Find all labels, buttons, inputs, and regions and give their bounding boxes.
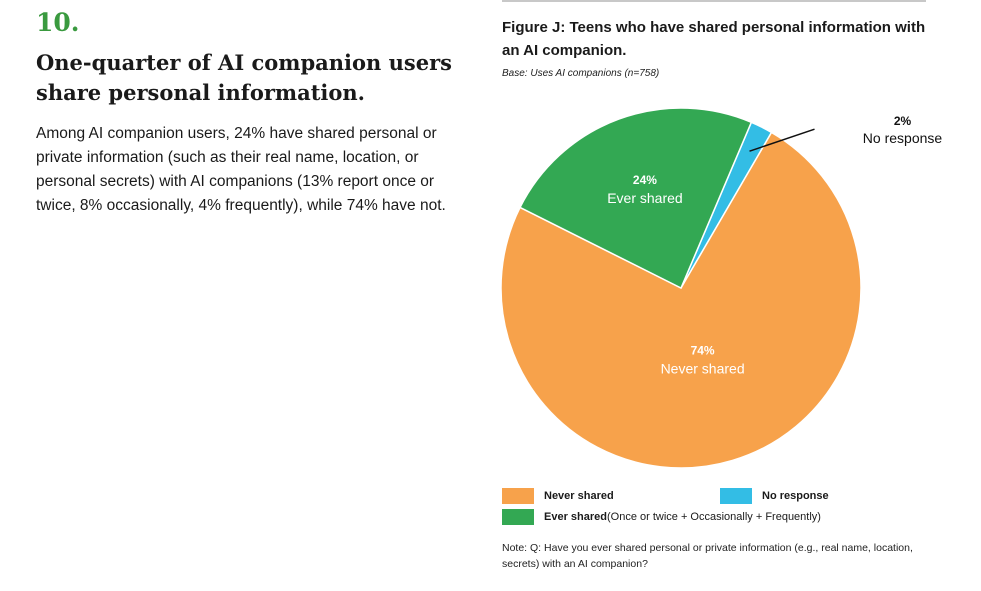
legend-swatch-never-shared [502, 488, 534, 504]
pie-label-text-no-response: No response [863, 130, 943, 146]
legend-label-never-shared: Never shared [544, 490, 614, 502]
figure-title: Figure J: Teens who have shared personal… [502, 19, 926, 59]
section-number: 10. [36, 8, 80, 37]
legend-swatch-no-response [720, 488, 752, 504]
legend-detail-ever-shared: (Once or twice + Occasionally + Frequent… [606, 511, 821, 523]
pie-label-pct-never-shared: 74% [691, 343, 715, 357]
figure-top-rule [502, 0, 926, 2]
pie-label-pct-no-response: 2% [894, 114, 912, 128]
pie-label-text-never-shared: Never shared [661, 360, 745, 376]
legend-swatch-ever-shared [502, 509, 534, 525]
section-title: One-quarter of AI companion users share … [36, 50, 452, 105]
section-text: 10. One-quarter of AI companion users sh… [36, 8, 476, 218]
legend-label-ever-shared: Ever shared [544, 511, 607, 523]
pie-label-pct-ever-shared: 24% [633, 173, 657, 187]
pie-callout-line-no-response [749, 128, 815, 152]
figure-note: Note: Q: Have you ever shared personal o… [502, 542, 913, 570]
legend-item-never-shared: Never shared [502, 488, 614, 504]
pie-slice-never-shared [500, 131, 862, 469]
section-body: Among AI companion users, 24% have share… [36, 125, 446, 214]
pie-label-text-ever-shared: Ever shared [607, 190, 682, 206]
pie-slice-ever-shared [519, 107, 753, 290]
figure-base: Base: Uses AI companions (n=758) [502, 68, 660, 79]
legend-item-no-response: No response [720, 488, 829, 504]
legend-label-no-response: No response [762, 490, 829, 502]
legend-item-ever-shared: Ever shared (Once or twice + Occasionall… [502, 509, 821, 525]
